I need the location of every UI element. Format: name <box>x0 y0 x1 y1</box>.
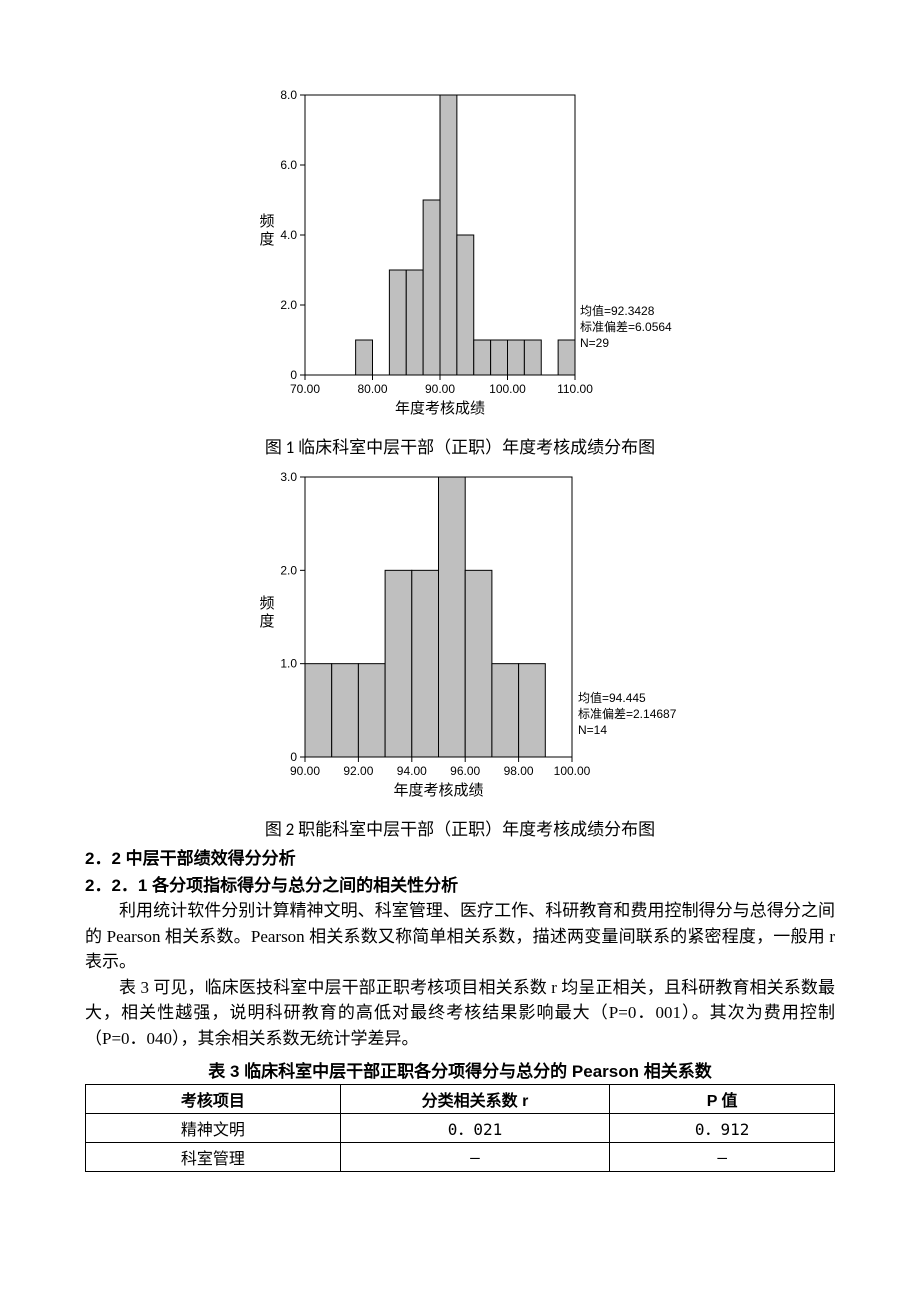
table-row: 科室管理—— <box>86 1143 835 1172</box>
svg-text:N=29: N=29 <box>580 336 609 350</box>
svg-text:频: 频 <box>259 595 274 612</box>
svg-text:N=14: N=14 <box>578 723 607 737</box>
table-row: 精神文明0．0210．912 <box>86 1114 835 1143</box>
svg-text:110.00: 110.00 <box>557 382 593 396</box>
figure-1: 70.00 80.00 90.00 100.00 110.00 0 2.0 4.0 6.0 8.0… <box>85 80 835 425</box>
svg-text:度: 度 <box>259 231 274 248</box>
svg-text:98.00: 98.00 <box>504 764 534 778</box>
svg-text:94.00: 94.00 <box>397 764 427 778</box>
figure-2-caption: 图 2 职能科室中层干部（正职）年度考核成绩分布图 <box>85 815 835 840</box>
paragraph-2: 表 3 可见，临床医技科室中层干部正职考核项目相关系数 r 均呈正相关，且科研教… <box>85 975 835 1052</box>
svg-text:70.00: 70.00 <box>290 382 320 396</box>
svg-text:均值=94.445: 均值=94.445 <box>578 690 646 705</box>
svg-text:度: 度 <box>259 613 274 630</box>
table-3: 考核项目 分类相关系数 r P 值 精神文明0．0210．912科室管理—— <box>85 1084 835 1172</box>
svg-text:0: 0 <box>290 750 297 764</box>
cell-r: 0．021 <box>340 1114 610 1143</box>
th-p: P 值 <box>610 1085 835 1114</box>
svg-text:8.0: 8.0 <box>280 88 297 102</box>
svg-text:年度考核成绩: 年度考核成绩 <box>393 782 483 799</box>
th-r: 分类相关系数 r <box>340 1085 610 1114</box>
svg-text:3.0: 3.0 <box>280 470 297 484</box>
svg-text:100.00: 100.00 <box>554 764 591 778</box>
svg-text:标准偏差=6.0564: 标准偏差=6.0564 <box>580 319 672 334</box>
histogram-1: 70.00 80.00 90.00 100.00 110.00 0 2.0 4.0 6.0 8.0… <box>230 80 690 420</box>
svg-text:2.0: 2.0 <box>280 563 297 577</box>
figure-2: 90.00 92.00 94.00 96.00 98.00 100.00 0 1.0 2.0 3.… <box>85 462 835 807</box>
cell-p: — <box>610 1143 835 1172</box>
figure-2-caption-text: 图 2 职能科室中层干部（正职）年度考核成绩分布图 <box>265 819 655 840</box>
svg-text:80.00: 80.00 <box>357 382 387 396</box>
svg-text:标准偏差=2.14687: 标准偏差=2.14687 <box>578 706 677 721</box>
paragraph-1: 利用统计软件分别计算精神文明、科室管理、医疗工作、科研教育和费用控制得分与总得分… <box>85 898 835 975</box>
svg-text:90.00: 90.00 <box>425 382 455 396</box>
svg-text:年度考核成绩: 年度考核成绩 <box>395 400 485 417</box>
heading-2-2: 2．2 中层干部绩效得分分析 <box>85 844 835 869</box>
svg-text:1.0: 1.0 <box>280 657 297 671</box>
heading-2-2-1: 2．2．1 各分项指标得分与总分之间的相关性分析 <box>85 871 835 896</box>
svg-text:6.0: 6.0 <box>280 158 297 172</box>
th-item: 考核项目 <box>86 1085 341 1114</box>
svg-text:均值=92.3428: 均值=92.3428 <box>580 303 655 318</box>
svg-text:2.0: 2.0 <box>280 298 297 312</box>
svg-text:92.00: 92.00 <box>343 764 373 778</box>
cell-item: 精神文明 <box>86 1114 341 1143</box>
svg-text:4.0: 4.0 <box>280 228 297 242</box>
svg-text:0: 0 <box>290 368 297 382</box>
cell-r: — <box>340 1143 610 1172</box>
cell-p: 0．912 <box>610 1114 835 1143</box>
svg-text:频: 频 <box>259 213 274 230</box>
svg-text:100.00: 100.00 <box>489 382 526 396</box>
figure-1-caption: 图 1 临床科室中层干部（正职）年度考核成绩分布图 <box>85 433 835 458</box>
table-header-row: 考核项目 分类相关系数 r P 值 <box>86 1085 835 1114</box>
svg-text:90.00: 90.00 <box>290 764 320 778</box>
histogram-2: 90.00 92.00 94.00 96.00 98.00 100.00 0 1.0 2.0 3.… <box>230 462 690 802</box>
figure-1-caption-text: 图 1 临床科室中层干部（正职）年度考核成绩分布图 <box>265 437 655 458</box>
svg-text:96.00: 96.00 <box>450 764 480 778</box>
cell-item: 科室管理 <box>86 1143 341 1172</box>
table-3-caption: 表 3 临床科室中层干部正职各分项得分与总分的 Pearson 相关系数 <box>85 1057 835 1082</box>
